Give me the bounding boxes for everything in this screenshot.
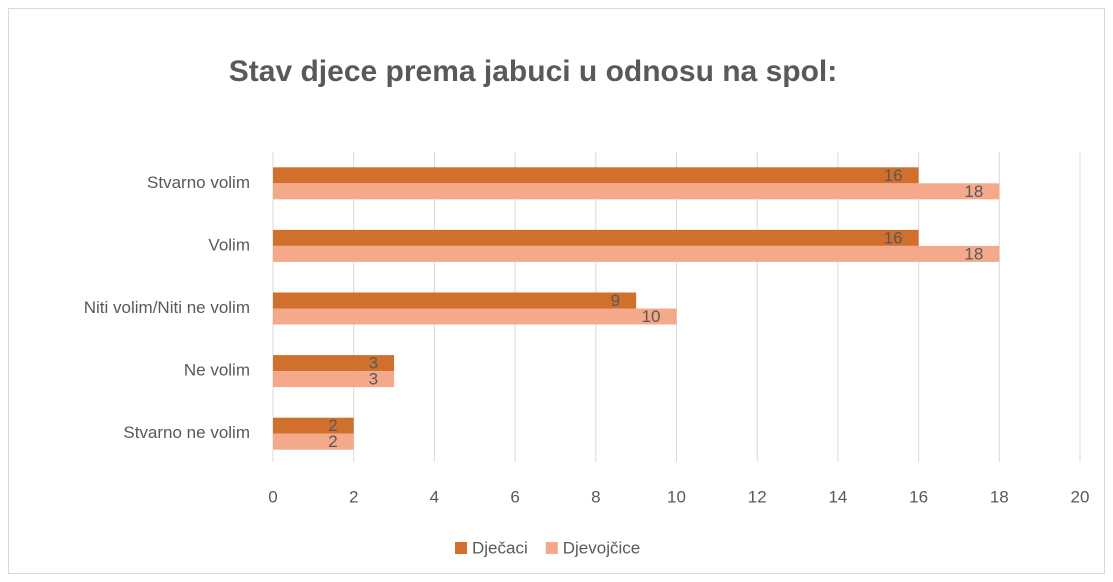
data-label: 18 [964, 182, 983, 201]
legend-label: Dječaci [472, 538, 528, 557]
bar [273, 229, 919, 246]
x-tick-label: 10 [667, 487, 686, 506]
y-tick-label: Volim [208, 235, 250, 254]
data-label: 3 [369, 370, 378, 389]
bars [273, 167, 1000, 450]
data-label: 3 [369, 354, 378, 373]
x-tick-label: 8 [591, 487, 600, 506]
y-tick-label: Niti volim/Niti ne volim [84, 298, 250, 317]
x-tick-label: 0 [268, 487, 277, 506]
bar [273, 167, 919, 184]
x-tick-label: 20 [1071, 487, 1090, 506]
data-label: 2 [328, 416, 337, 435]
x-tick-label: 2 [349, 487, 358, 506]
chart-title: Stav djece prema jabuci u odnosu na spol… [229, 55, 837, 88]
legend-label: Djevojčice [563, 538, 640, 557]
y-tick-label: Stvarno volim [147, 173, 250, 192]
bar [273, 292, 637, 309]
bar [273, 433, 354, 450]
legend-swatch [545, 542, 558, 554]
bar [273, 371, 395, 388]
x-tick-label: 18 [990, 487, 1009, 506]
x-tick-label: 16 [909, 487, 928, 506]
y-tick-label: Stvarno ne volim [123, 423, 250, 442]
x-tick-label: 12 [748, 487, 767, 506]
data-label: 9 [611, 291, 620, 310]
bar [273, 308, 677, 325]
bar [273, 183, 1000, 200]
x-tick-label: 6 [510, 487, 519, 506]
chart-frame [8, 8, 1105, 574]
legend-swatch [455, 542, 467, 554]
bar [273, 417, 354, 434]
bar [273, 245, 1000, 262]
data-label: 2 [328, 432, 337, 451]
data-label: 10 [642, 307, 661, 326]
y-tick-label: Ne volim [184, 361, 250, 380]
bar [273, 355, 395, 372]
x-tick-label: 4 [430, 487, 439, 506]
data-label: 16 [884, 166, 903, 185]
labels: 0 2 4 6 8 10 12 14 16 18 20 Stvarno volim 16 18 Volim 1… [84, 166, 1090, 558]
data-label: 16 [884, 228, 903, 247]
data-label: 18 [964, 244, 983, 263]
x-tick-label: 14 [828, 487, 847, 506]
